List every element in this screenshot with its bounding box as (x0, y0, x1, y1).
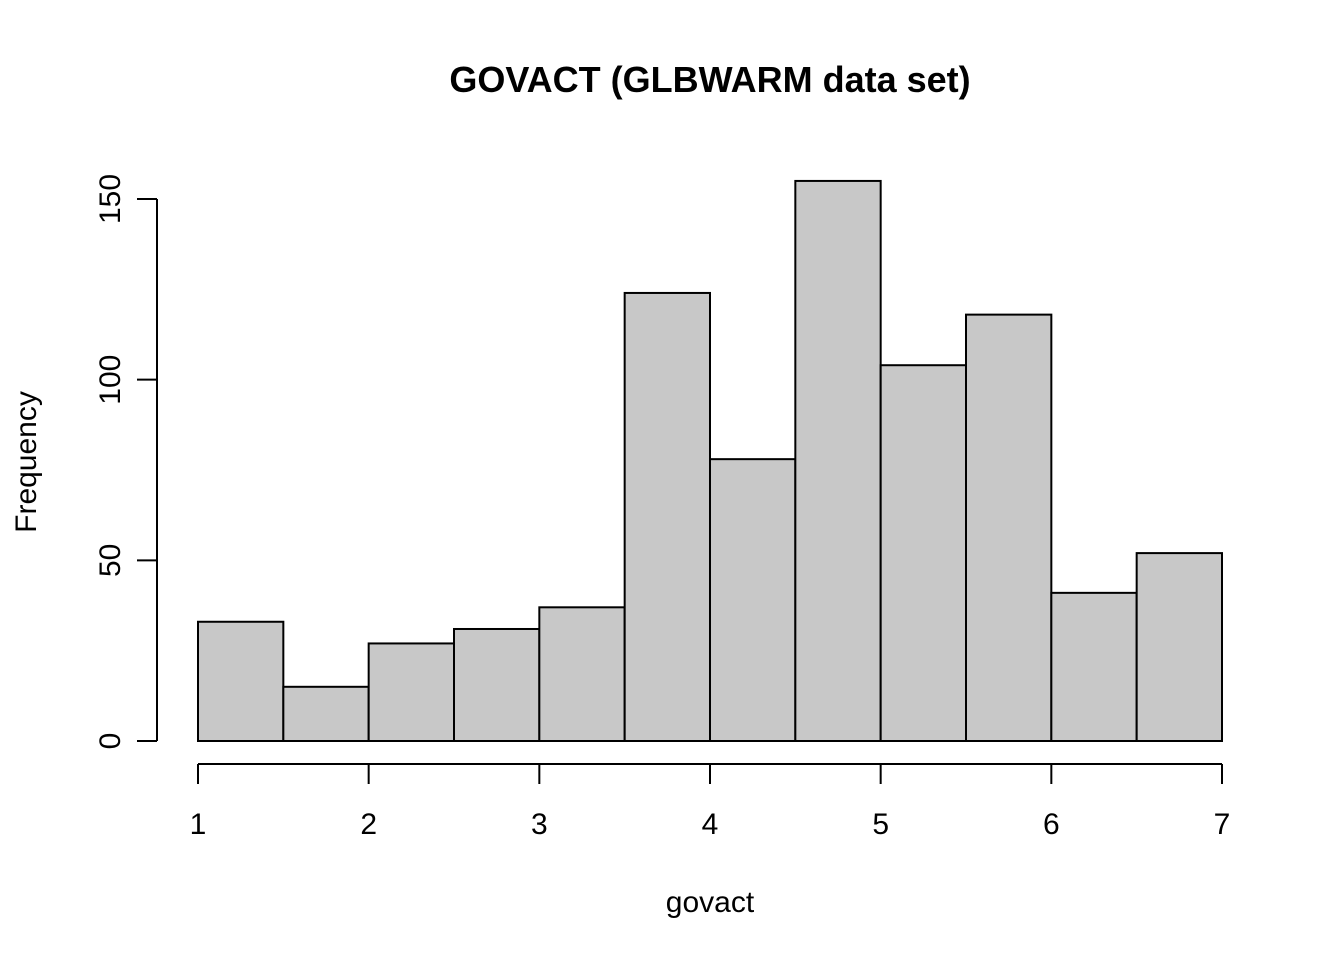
y-axis: 0 50 100 150 (94, 174, 158, 750)
histogram-bar (197, 620, 285, 743)
histogram-bars (197, 179, 1223, 743)
x-axis-label: govact (666, 886, 755, 919)
histogram-bar (709, 458, 797, 742)
y-tick-label: 100 (94, 355, 127, 405)
x-tick-label: 2 (360, 808, 377, 841)
x-tick-label: 6 (1043, 808, 1060, 841)
x-tick-label: 5 (872, 808, 889, 841)
histogram-bar (538, 606, 626, 742)
y-tick-label: 50 (94, 544, 127, 577)
y-tick-label: 150 (94, 174, 127, 224)
histogram-bar (965, 313, 1053, 742)
histogram-bar (879, 364, 968, 742)
x-tick-label: 1 (190, 808, 207, 841)
x-tick-label: 7 (1214, 808, 1231, 841)
histogram-bar (282, 685, 370, 742)
y-axis-label: Frequency (10, 391, 43, 533)
histogram-bar (453, 627, 541, 743)
histogram-bar (623, 291, 712, 742)
y-tick-label: 0 (94, 733, 127, 750)
chart-title: GOVACT (GLBWARM data set) (449, 59, 970, 100)
x-axis: 1 2 3 4 5 6 7 (190, 763, 1231, 841)
x-tick-label: 3 (531, 808, 548, 841)
histogram-bar (367, 642, 455, 742)
histogram-bar (1050, 591, 1138, 742)
histogram-bar (794, 179, 882, 742)
histogram-bar (1135, 552, 1223, 743)
x-tick-label: 4 (702, 808, 719, 841)
